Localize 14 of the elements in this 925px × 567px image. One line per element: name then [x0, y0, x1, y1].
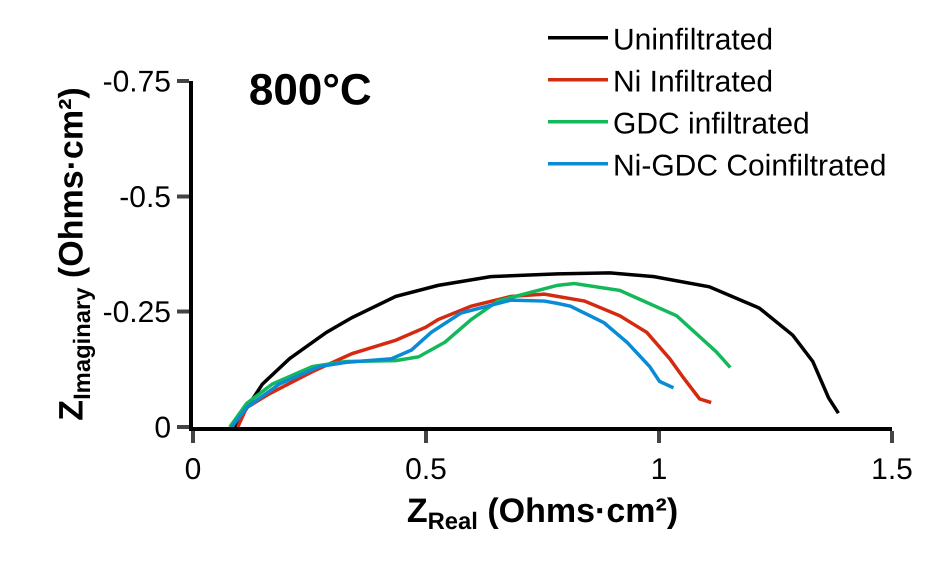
legend-label: Ni Infiltrated	[613, 66, 774, 98]
x-tick-label: 1.5	[871, 453, 913, 486]
x-tick-label: 0	[184, 453, 202, 486]
x-tick-label: 0.5	[405, 453, 447, 486]
y-tick-label: -0.5	[119, 180, 171, 214]
y-tick-label: -0.25	[102, 296, 171, 330]
chart-title: 800°C	[248, 66, 372, 115]
y-tick-label: -0.75	[102, 66, 171, 98]
x-tick-label: 1	[650, 453, 668, 486]
x-axis-title: Z$_{Real}$ (Ohms·cm²)	[406, 492, 678, 535]
legend-label: GDC infiltrated	[613, 108, 810, 140]
legend-label: Ni-GDC Coinfiltrated	[613, 150, 886, 182]
y-tick-label: 0	[154, 412, 171, 444]
legend-label: Uninfiltrated	[613, 24, 774, 56]
